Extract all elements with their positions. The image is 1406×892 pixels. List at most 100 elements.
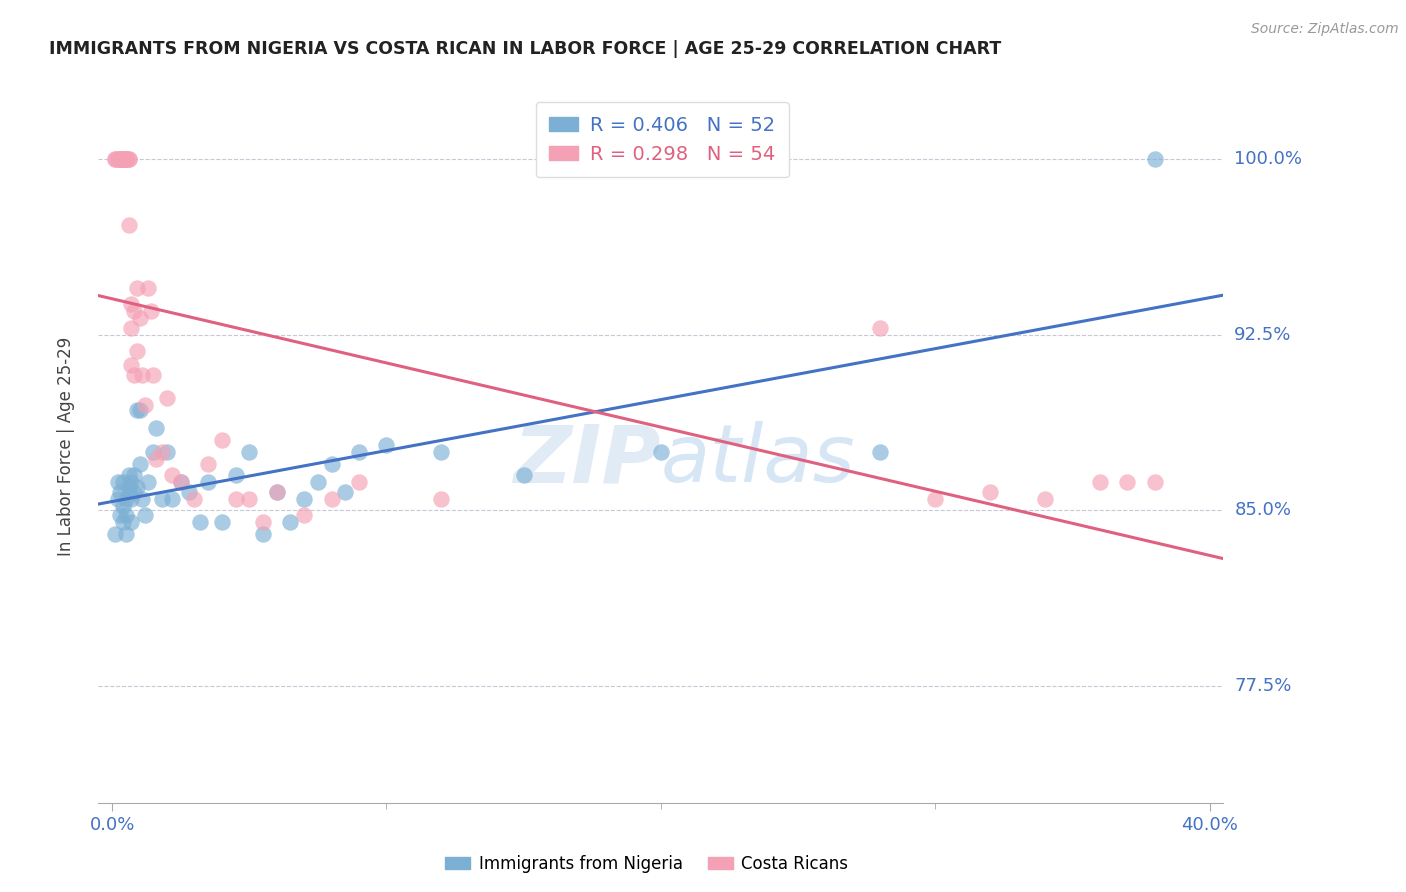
Point [112, 499, 135, 513]
Point [122, 304, 145, 318]
Point [120, 359, 142, 373]
Point [115, 153, 138, 167]
Point [122, 368, 145, 382]
Point [104, 526, 127, 541]
Point [104, 153, 127, 167]
Point [335, 484, 357, 499]
Point [188, 515, 211, 529]
Point [117, 484, 139, 499]
Point [125, 402, 148, 417]
Point [869, 445, 891, 459]
Point [120, 321, 142, 335]
Point [430, 491, 453, 506]
Point [292, 508, 315, 522]
Point [650, 445, 672, 459]
Point [128, 402, 150, 417]
Point [162, 491, 184, 506]
Point [266, 484, 288, 499]
Point [107, 491, 129, 506]
Point [512, 468, 534, 483]
Point [110, 153, 132, 167]
Point [252, 515, 274, 529]
Text: 77.5%: 77.5% [1234, 677, 1292, 695]
Point [122, 484, 145, 499]
Point [170, 475, 193, 490]
Point [292, 491, 315, 506]
Point [197, 457, 219, 471]
Point [117, 153, 139, 167]
Point [120, 491, 142, 506]
Point [125, 344, 148, 359]
Point [117, 468, 139, 483]
Point [134, 508, 156, 522]
Point [131, 491, 153, 506]
Point [156, 391, 179, 405]
Point [136, 475, 159, 490]
Point [1143, 475, 1166, 490]
Text: 92.5%: 92.5% [1234, 326, 1292, 343]
Point [150, 491, 173, 506]
Point [183, 491, 205, 506]
Point [128, 311, 150, 326]
Point [238, 445, 260, 459]
Point [115, 153, 138, 167]
Point [110, 153, 132, 167]
Point [238, 491, 260, 506]
Point [125, 480, 148, 494]
Point [112, 475, 135, 490]
Point [110, 484, 132, 499]
Point [162, 468, 184, 483]
Point [117, 218, 139, 232]
Point [115, 153, 138, 167]
Point [142, 368, 165, 382]
Point [107, 475, 129, 490]
Point [112, 515, 135, 529]
Point [266, 484, 288, 499]
Text: Source: ZipAtlas.com: Source: ZipAtlas.com [1251, 22, 1399, 37]
Point [347, 475, 370, 490]
Point [131, 368, 153, 382]
Point [924, 491, 946, 506]
Legend: Immigrants from Nigeria, Costa Ricans: Immigrants from Nigeria, Costa Ricans [439, 848, 855, 880]
Point [225, 468, 247, 483]
Point [115, 508, 138, 522]
Point [280, 515, 302, 529]
Point [150, 445, 173, 459]
Point [120, 297, 142, 311]
Point [120, 475, 142, 490]
Point [117, 153, 139, 167]
Point [122, 468, 145, 483]
Point [136, 281, 159, 295]
Point [252, 526, 274, 541]
Point [321, 491, 343, 506]
Point [107, 153, 129, 167]
Point [107, 153, 129, 167]
Point [110, 508, 132, 522]
Text: atlas: atlas [661, 421, 856, 500]
Point [1033, 491, 1056, 506]
Point [1088, 475, 1111, 490]
Point [1143, 153, 1166, 167]
Point [211, 433, 233, 447]
Point [145, 421, 167, 435]
Point [139, 304, 162, 318]
Point [211, 515, 233, 529]
Point [347, 445, 370, 459]
Point [979, 484, 1001, 499]
Point [115, 491, 138, 506]
Point [115, 153, 138, 167]
Text: IMMIGRANTS FROM NIGERIA VS COSTA RICAN IN LABOR FORCE | AGE 25-29 CORRELATION CH: IMMIGRANTS FROM NIGERIA VS COSTA RICAN I… [49, 40, 1001, 58]
Point [110, 153, 132, 167]
Point [134, 398, 156, 412]
Point [112, 153, 135, 167]
Point [125, 281, 148, 295]
Y-axis label: In Labor Force | Age 25-29: In Labor Force | Age 25-29 [56, 336, 75, 556]
Point [117, 480, 139, 494]
Text: ZIP: ZIP [513, 421, 661, 500]
Text: 100.0%: 100.0% [1234, 151, 1302, 169]
Point [112, 153, 135, 167]
Point [104, 153, 127, 167]
Point [145, 451, 167, 466]
Point [170, 475, 193, 490]
Point [142, 445, 165, 459]
